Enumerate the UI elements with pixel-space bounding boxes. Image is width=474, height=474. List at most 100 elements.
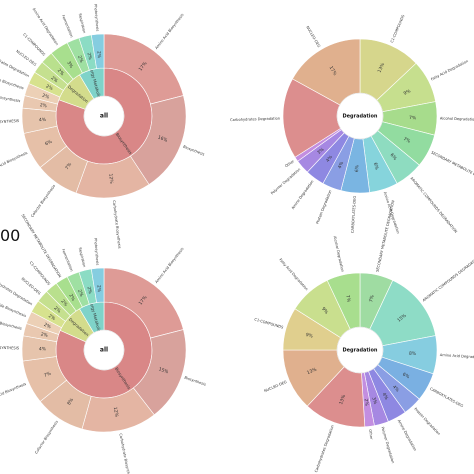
outer-ring-name-label: Biosynthesis	[184, 376, 207, 387]
outer-ring-value-label: 17%	[138, 294, 149, 306]
outer-ring-value-label: 12%	[107, 173, 114, 184]
pie-value-label: 7%	[368, 294, 376, 303]
pie-value-label: 6%	[354, 164, 360, 172]
pie-name-label: Alcohol Degradation	[333, 236, 345, 273]
outer-ring-name-label: Fermentation	[61, 14, 74, 38]
pie-name-label: Fatty Acid Degradation	[278, 258, 308, 292]
center-label: all	[100, 347, 108, 354]
center-label: Degradation	[342, 348, 377, 354]
pie-value-label: 4%	[391, 384, 401, 394]
pie-value-label: 13%	[377, 61, 387, 73]
center-hole	[336, 92, 384, 140]
pie-value-label: 6%	[389, 152, 399, 162]
outer-ring-value-label: 7%	[43, 370, 53, 379]
pie-name-label: SECONDARY METABOLITE DEGRADATION	[430, 151, 474, 188]
outer-ring-value-label: 2%	[59, 298, 69, 308]
outer-ring-value-label: 2%	[76, 55, 85, 65]
outer-ring-name-label: Biosynthesis	[183, 145, 206, 157]
pie-name-label: NUCLEO-DEG	[305, 25, 321, 48]
pie-name-label: Fatty Acid Degradation	[430, 59, 468, 81]
outer-ring-name-label: Respiration	[78, 13, 87, 34]
pie-name-label: SECONDARY METABOLITE DEGRADATION	[375, 200, 395, 273]
outer-ring-name-label: C1-COMPOUNDS	[22, 33, 46, 58]
outer-ring-value-label: 2%	[41, 93, 50, 101]
outer-ring-name-label: Cofactor Biosynthesis	[30, 184, 56, 218]
pie-name-label: AROMATIC COMPOUNDS DEGRADATION	[422, 256, 474, 303]
outer-ring-value-label: 2%	[86, 286, 94, 295]
outer-ring-value-label: 15%	[158, 366, 170, 375]
outer-ring-value-label: 8%	[66, 396, 75, 406]
pie-name-label: Carbohydrates Degradation	[230, 117, 280, 123]
outer-ring-value-label: 2%	[47, 313, 57, 322]
pie-name-label: Other	[368, 429, 373, 440]
pie-name-label: NUCLEO-DEG	[264, 380, 288, 393]
pie-value-label: 6%	[372, 162, 380, 171]
outer-ring-value-label: 2%	[39, 102, 48, 109]
center-hole	[336, 326, 384, 374]
pie-name-label: AROMATIC COMPOUNDS DEGRADATION	[409, 176, 458, 234]
pie-value-label: 4%	[381, 392, 390, 402]
outer-ring-name-label: C1-COMPOUNDS	[29, 261, 52, 287]
outer-ring-name-label: Photosynthesis	[93, 4, 99, 32]
pie-value-label: 2%	[363, 398, 370, 407]
outer-ring-name-label: NUCLEO-DEG	[20, 277, 41, 296]
center-label: all	[100, 113, 108, 120]
outer-ring-name-label: SECONDARY METABOLITE DEGRADATION	[21, 213, 62, 278]
center-label: Degradation	[342, 114, 377, 120]
pie-value-label: 4%	[325, 154, 334, 164]
pie-name-label: Amine Degradation	[397, 419, 417, 452]
outer-ring-value-label: 2%	[43, 322, 53, 331]
pie-name-label: CARBOXYLATES-DEG	[351, 196, 357, 234]
pie-name-label: Protein Degradation	[315, 190, 332, 225]
center-hole	[83, 329, 125, 371]
outer-ring-name-label: Cell Structure Biosynthesis	[0, 315, 22, 331]
pie-value-label: 4%	[337, 160, 345, 170]
outer-ring-value-label: 2%	[53, 305, 63, 315]
outer-ring-name-label: Respiration	[78, 247, 87, 268]
pie-value-label: 15%	[396, 312, 408, 323]
outer-ring-value-label: 2%	[86, 52, 94, 61]
outer-ring-value-label: 3%	[65, 60, 74, 70]
pie-value-label: 3%	[370, 396, 378, 405]
outer-ring-name-label: Fatty Acid Biosynthesis	[0, 151, 28, 173]
pie-value-label: 7%	[409, 115, 417, 121]
side-label: 00	[0, 226, 21, 245]
pie-value-label: 9%	[305, 332, 314, 340]
outer-ring-name-label: Cofactor Biosynthesis	[34, 420, 59, 455]
outer-ring-name-label: SECONDARY-METABOLITE-BIOSYNTHESIS	[0, 119, 20, 127]
outer-ring-value-label: 2%	[50, 75, 60, 85]
outer-ring-name-label: Fatty Acid Biosynthesis	[0, 382, 27, 402]
pie-name-label: Alcohol Degradation	[440, 117, 474, 122]
outer-ring-value-label: 4%	[39, 117, 47, 123]
pie-name-label: C1-COMPOUNDS	[390, 14, 406, 44]
pie-name-label: Polymer Degradation	[380, 426, 394, 464]
outer-ring-value-label: 2%	[67, 293, 76, 303]
outer-ring-name-label: NUCLEO-DEG	[15, 49, 37, 67]
outer-ring-value-label: 16%	[157, 135, 169, 144]
pie-value-label: 7%	[402, 136, 412, 145]
outer-ring-name-label: SECONDARY-METABOLITE-BIOSYNTHESIS	[0, 345, 20, 350]
outer-ring-name-label: Cell Structure Biosynthesis	[0, 91, 21, 103]
outer-ring-name-label: Nucleotide Biosynthesis	[0, 73, 24, 91]
pie-value-label: 8%	[409, 351, 417, 357]
outer-ring-value-label: 12%	[112, 406, 120, 418]
outer-ring-segment-14	[90, 33, 105, 69]
pie-top: 13% C1-COMPOUNDS 9% Fatty Acid Degradation 7…	[230, 14, 474, 235]
outer-ring-name-label: Amino Acid Biosynthesis	[154, 247, 184, 284]
outer-ring-value-label: 17%	[138, 60, 149, 72]
pie-value-label: 13%	[306, 366, 318, 376]
pie-value-label: 7%	[344, 295, 352, 304]
pie-bottom: 7% SECONDARY METABOLITE DEGRADATION 15% ARO…	[254, 200, 474, 473]
outer-ring-value-label: 2%	[56, 68, 66, 78]
pie-value-label: 13%	[338, 393, 347, 405]
pie-value-label: 6%	[401, 371, 411, 380]
pie-name-label: Protein Degradation	[413, 407, 441, 436]
pie-value-label: 9%	[320, 306, 330, 316]
pie-name-label: C1-COMPOUNDS	[254, 317, 285, 329]
outer-ring-value-label: 2%	[40, 331, 49, 339]
pie-name-label: Carbohydrates Degradation	[314, 425, 335, 473]
outer-ring-name-label: Carbohydrate Biosynthesis	[118, 433, 131, 474]
